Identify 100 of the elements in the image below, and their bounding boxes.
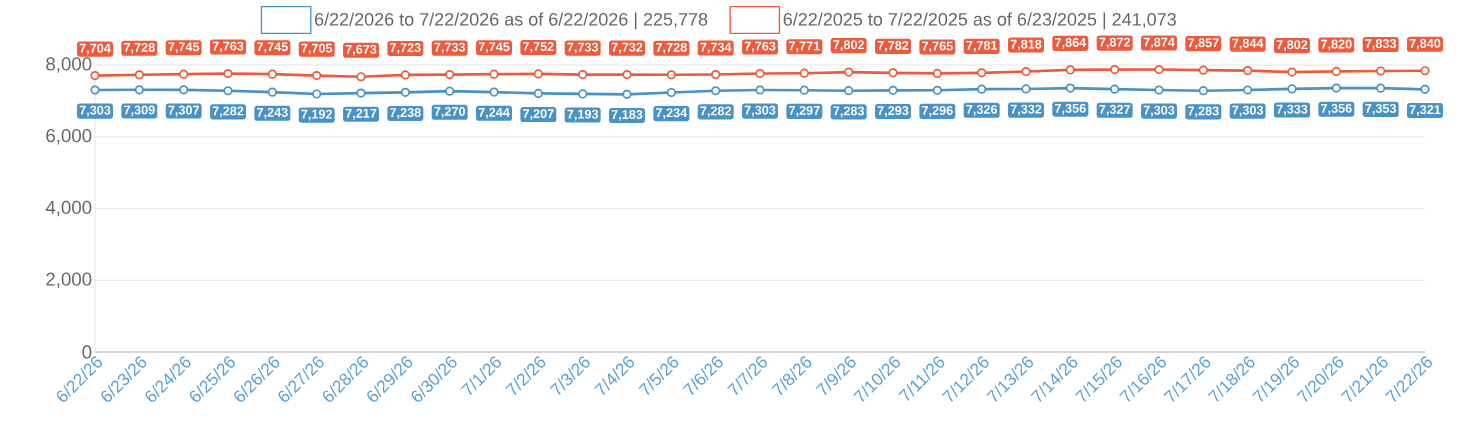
- point: [1420, 84, 1430, 94]
- data-label: 7,282: [700, 106, 732, 118]
- point: [400, 70, 410, 80]
- data-label: 7,217: [345, 108, 377, 120]
- data-label: 7,283: [833, 106, 865, 118]
- point: [1287, 84, 1297, 94]
- data-label: 7,733: [434, 42, 466, 54]
- data-label: 7,732: [611, 42, 643, 54]
- point: [1198, 86, 1208, 96]
- data-label: 7,303: [1232, 105, 1264, 117]
- data-label: 7,733: [567, 42, 599, 54]
- data-label: 7,872: [1099, 37, 1131, 49]
- point: [179, 69, 189, 79]
- point: [489, 69, 499, 79]
- data-label: 7,704: [79, 43, 111, 55]
- data-label: 7,771: [789, 41, 820, 53]
- point: [1021, 84, 1031, 94]
- point: [755, 68, 765, 79]
- data-label: 7,745: [168, 42, 200, 54]
- point: [533, 69, 543, 79]
- point: [1065, 65, 1075, 75]
- data-label: 7,270: [434, 106, 466, 118]
- point: [90, 71, 100, 81]
- point: [755, 85, 765, 95]
- data-label: 7,303: [744, 105, 776, 117]
- point: [223, 68, 233, 79]
- point: [888, 85, 898, 95]
- data-label: 7,833: [1365, 39, 1397, 50]
- data-label: 7,673: [345, 44, 377, 56]
- data-label: 7,321: [1409, 105, 1441, 116]
- point: [666, 70, 676, 80]
- data-label: 7,745: [478, 42, 510, 54]
- point: [711, 69, 721, 80]
- point: [711, 86, 721, 96]
- y-tick-label: 4,000: [45, 200, 92, 217]
- data-label: 7,193: [567, 109, 599, 121]
- point: [134, 70, 144, 80]
- data-label: 7,297: [789, 105, 820, 117]
- point: [799, 68, 809, 78]
- data-label: 7,296: [922, 105, 953, 117]
- legend-label: 6/22/2025 to 7/22/2025 as of 6/23/2025 | 241,073: [783, 12, 1176, 30]
- data-label: 7,844: [1232, 38, 1264, 50]
- point: [666, 87, 676, 98]
- data-label: 7,309: [124, 105, 155, 117]
- y-tick-label: 2,000: [46, 272, 92, 288]
- point: [1243, 85, 1253, 95]
- data-label: 7,763: [212, 41, 244, 53]
- point: [223, 86, 233, 96]
- data-label: 7,818: [1010, 39, 1042, 51]
- point: [179, 85, 189, 95]
- point: [622, 89, 632, 99]
- point: [844, 67, 854, 77]
- point: [533, 88, 543, 99]
- point: [1110, 64, 1120, 75]
- data-label: 7,840: [1409, 38, 1441, 50]
- point: [844, 86, 854, 96]
- data-label: 7,244: [478, 107, 510, 119]
- data-label: 7,353: [1365, 103, 1397, 115]
- point: [267, 87, 277, 97]
- point: [1331, 66, 1341, 77]
- point: [445, 69, 455, 80]
- data-label: 7,781: [966, 40, 998, 52]
- data-label: 7,802: [1276, 40, 1308, 52]
- data-label: 7,864: [1055, 38, 1087, 49]
- data-label: 7,857: [1188, 38, 1219, 50]
- data-label: 7,356: [1055, 103, 1086, 115]
- data-label: 7,705: [301, 43, 333, 55]
- data-label: 7,745: [257, 42, 288, 54]
- point: [1198, 65, 1208, 75]
- data-label: 7,234: [656, 108, 688, 120]
- point: [888, 68, 898, 78]
- point: [977, 68, 987, 78]
- legend-label: 6/22/2026 to 7/22/2026 as of 6/22/2026 | 225,778: [315, 12, 708, 30]
- point: [1376, 83, 1386, 93]
- data-label: 7,782: [877, 40, 909, 52]
- point: [489, 87, 499, 97]
- data-label: 7,183: [611, 110, 643, 121]
- data-label: 7,820: [1321, 39, 1352, 51]
- y-tick-label: 6,000: [46, 129, 92, 145]
- point: [134, 85, 144, 95]
- data-label: 7,332: [1010, 104, 1042, 116]
- data-label: 7,282: [212, 106, 244, 118]
- data-label: 7,293: [877, 106, 909, 117]
- point: [90, 85, 100, 95]
- data-label: 7,752: [523, 42, 554, 53]
- data-label: 7,303: [79, 105, 111, 117]
- data-label: 7,327: [1099, 104, 1130, 116]
- point: [1154, 64, 1164, 75]
- point: [932, 68, 942, 79]
- data-label: 7,283: [1188, 106, 1219, 118]
- point: [267, 69, 277, 79]
- point: [1154, 85, 1164, 95]
- data-label: 7,303: [1143, 105, 1175, 117]
- data-label: 7,356: [1321, 103, 1352, 115]
- point: [1021, 66, 1031, 77]
- point: [356, 88, 366, 98]
- point: [445, 86, 455, 96]
- point: [1331, 83, 1341, 93]
- point: [356, 72, 366, 82]
- data-label: 7,734: [700, 42, 732, 54]
